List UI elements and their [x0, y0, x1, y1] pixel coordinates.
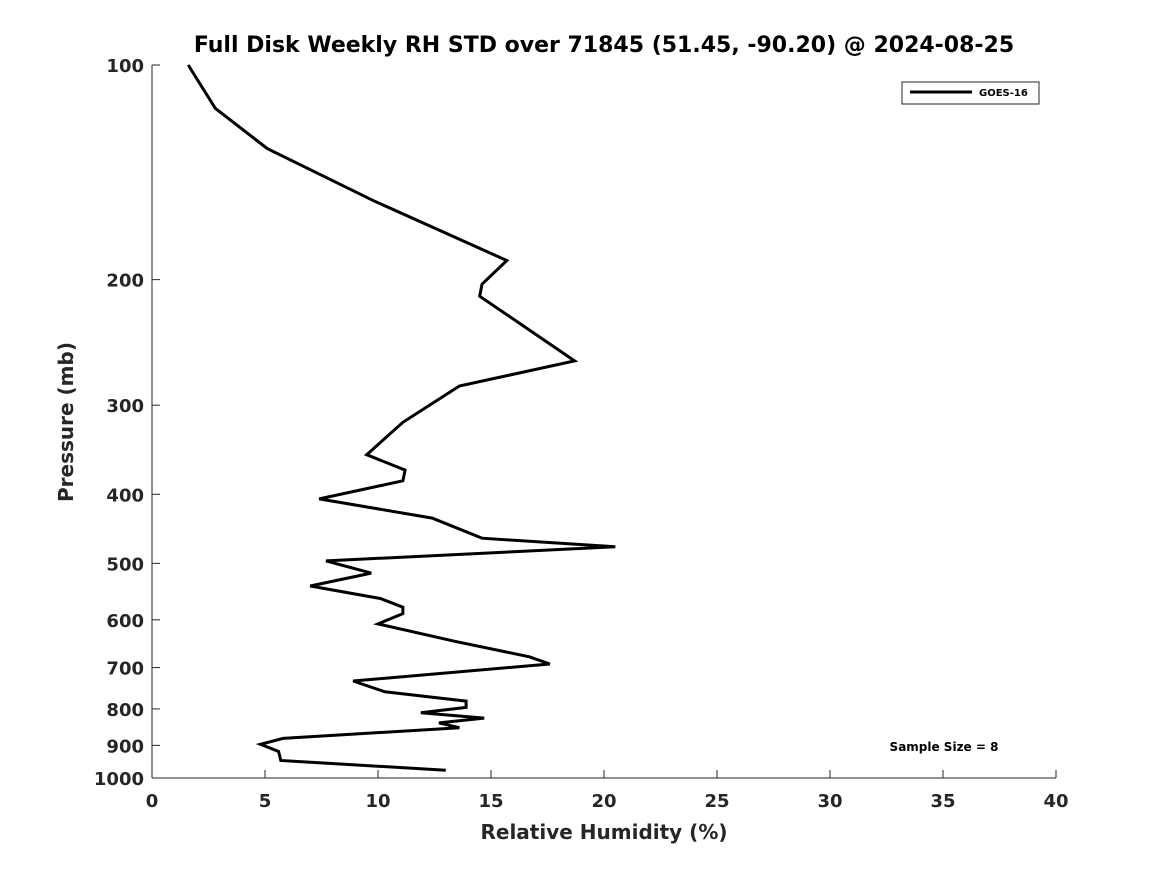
y-tick-label: 800 [106, 700, 144, 721]
x-tick-label: 20 [591, 791, 616, 812]
x-tick-label: 30 [817, 791, 842, 812]
y-tick-label: 300 [106, 396, 144, 417]
x-tick-label: 5 [259, 791, 272, 812]
y-tick-label: 200 [106, 271, 144, 292]
chart-title: Full Disk Weekly RH STD over 71845 (51.4… [194, 33, 1014, 58]
y-tick-label: 700 [106, 659, 144, 680]
y-axis-label: Pressure (mb) [54, 342, 78, 502]
x-tick-label: 10 [365, 791, 390, 812]
y-tick-label: 400 [106, 485, 144, 506]
series-layer [186, 64, 616, 772]
y-tick-label: 500 [106, 554, 144, 575]
x-tick-label: 40 [1043, 791, 1068, 812]
legend: GOES-16 [901, 81, 1040, 105]
x-tick-label: 0 [146, 791, 159, 812]
x-axis-label: Relative Humidity (%) [480, 820, 727, 844]
sample-size-annotation: Sample Size = 8 [890, 740, 999, 754]
x-tick-label: 35 [930, 791, 955, 812]
x-tick-label: 25 [704, 791, 729, 812]
y-tick-label: 900 [106, 736, 144, 757]
series-line-goes-16 [186, 64, 616, 772]
legend-label-goes16: GOES-16 [979, 88, 1028, 99]
y-tick-label: 1000 [94, 769, 144, 790]
x-ticks: 0 5 10 15 20 25 30 35 40 [146, 770, 1069, 812]
axes [151, 65, 1056, 779]
y-ticks: 100 200 300 400 500 600 700 800 900 1000 [94, 56, 160, 790]
y-tick-label: 100 [106, 56, 144, 77]
x-tick-label: 15 [478, 791, 503, 812]
y-tick-label: 600 [106, 611, 144, 632]
